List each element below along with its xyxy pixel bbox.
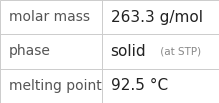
Text: molar mass: molar mass — [9, 10, 90, 24]
Text: solid: solid — [111, 44, 146, 59]
Text: (at STP): (at STP) — [157, 46, 201, 56]
Text: 92.5 °C: 92.5 °C — [111, 78, 168, 93]
Text: phase: phase — [9, 44, 51, 59]
Text: 263.3 g/mol: 263.3 g/mol — [111, 10, 203, 25]
Text: melting point: melting point — [9, 79, 102, 93]
